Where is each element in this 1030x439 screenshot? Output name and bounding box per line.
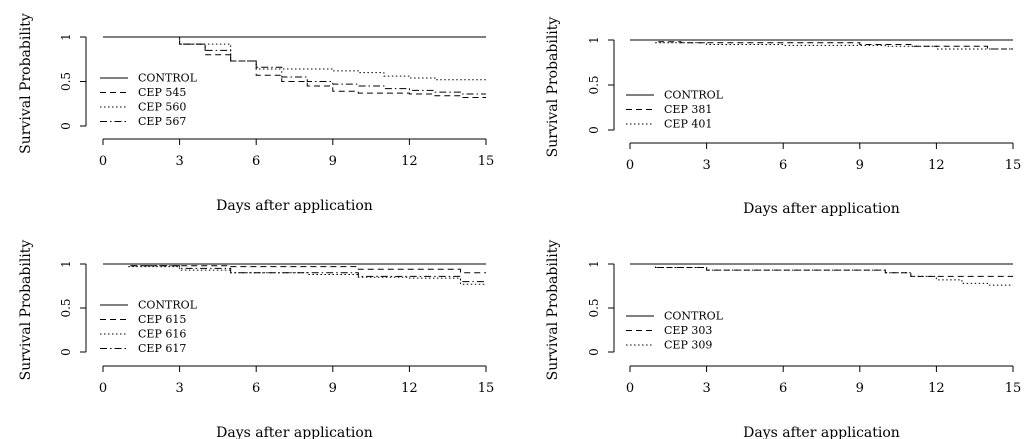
- y-tick-label: 0: [59, 348, 73, 356]
- legend-label: CEP 617: [138, 342, 186, 355]
- x-tick-label: 6: [252, 154, 260, 169]
- y-tick-label: 0.5: [587, 75, 601, 94]
- panel-3: 0 3 6 9 12 15 0 0.5 1 Days after application Survi…: [18, 240, 494, 439]
- series-line-cep-567: [103, 36, 486, 95]
- x-tick-label: 3: [702, 381, 710, 396]
- legend-label: CONTROL: [664, 89, 724, 102]
- x-tick-label: 6: [779, 381, 787, 396]
- series-line-cep-615: [103, 263, 486, 274]
- x-tick-label: 12: [928, 381, 945, 396]
- panel-2: 0 3 6 9 12 15 0 0.5 1 Days after application Survi…: [545, 17, 1021, 217]
- x-tick-label: 9: [329, 381, 337, 396]
- x-tick-label: 12: [401, 381, 418, 396]
- y-tick-label: 1: [587, 260, 601, 268]
- x-tick-label: 12: [928, 158, 945, 173]
- x-tick-label: 9: [856, 381, 864, 396]
- panel-4: 0 3 6 9 12 15 0 0.5 1 Days after application Survi…: [545, 240, 1021, 439]
- y-tick-label: 0: [587, 126, 601, 134]
- series-line-cep-303: [630, 263, 1013, 277]
- series-line-cep-309: [630, 263, 1013, 286]
- y-tick-label: 1: [587, 36, 601, 44]
- y-tick-label: 1: [59, 260, 73, 268]
- y-axis-title: Survival Probability: [545, 240, 561, 381]
- x-tick-label: 0: [626, 158, 634, 173]
- x-axis-title: Days after application: [743, 201, 900, 217]
- legend-label: CONTROL: [664, 310, 724, 323]
- y-tick-label: 0.5: [587, 298, 601, 317]
- legend-label: CEP 401: [664, 118, 712, 131]
- x-tick-label: 15: [1005, 158, 1022, 173]
- y-tick-label: 0.5: [59, 72, 73, 91]
- y-tick-label: 0.5: [59, 298, 73, 317]
- legend-label: CEP 615: [138, 313, 186, 326]
- legend-label: CEP 309: [664, 339, 712, 352]
- x-tick-label: 15: [1005, 381, 1022, 396]
- x-tick-label: 0: [626, 381, 634, 396]
- legend-label: CEP 560: [138, 101, 186, 114]
- series-line-cep-617: [103, 263, 486, 283]
- x-tick-label: 12: [401, 154, 418, 169]
- x-tick-label: 9: [329, 154, 337, 169]
- x-tick-label: 15: [478, 154, 495, 169]
- legend-label: CEP 303: [664, 324, 712, 337]
- x-axis-title: Days after application: [216, 198, 373, 214]
- x-tick-label: 3: [175, 381, 183, 396]
- series-line-cep-381: [630, 39, 1013, 50]
- legend-label: CEP 616: [138, 328, 186, 341]
- y-tick-label: 0: [587, 348, 601, 356]
- panel-1: 0 3 6 9 12 15 0 0.5 1 Days after application Survi…: [18, 13, 494, 214]
- y-axis-title: Survival Probability: [545, 17, 561, 158]
- series-line-cep-545: [103, 36, 486, 99]
- y-tick-label: 1: [59, 33, 73, 41]
- y-axis-title: Survival Probability: [18, 13, 34, 154]
- legend-label: CEP 545: [138, 86, 186, 99]
- x-axis-title: Days after application: [743, 425, 900, 439]
- x-tick-label: 6: [779, 158, 787, 173]
- x-tick-label: 3: [175, 154, 183, 169]
- y-tick-label: 0: [59, 122, 73, 130]
- x-tick-label: 15: [478, 381, 495, 396]
- legend-label: CEP 567: [138, 115, 186, 128]
- legend-label: CONTROL: [138, 299, 198, 312]
- x-tick-label: 6: [252, 381, 260, 396]
- y-axis-title: Survival Probability: [18, 240, 34, 381]
- legend-label: CONTROL: [138, 72, 198, 85]
- x-tick-label: 9: [856, 158, 864, 173]
- series-line-cep-560: [103, 36, 486, 81]
- x-tick-label: 3: [702, 158, 710, 173]
- x-tick-label: 0: [99, 154, 107, 169]
- series-line-cep-401: [630, 39, 1013, 50]
- legend-label: CEP 381: [664, 103, 712, 116]
- x-tick-label: 0: [99, 381, 107, 396]
- x-axis-title: Days after application: [216, 425, 373, 439]
